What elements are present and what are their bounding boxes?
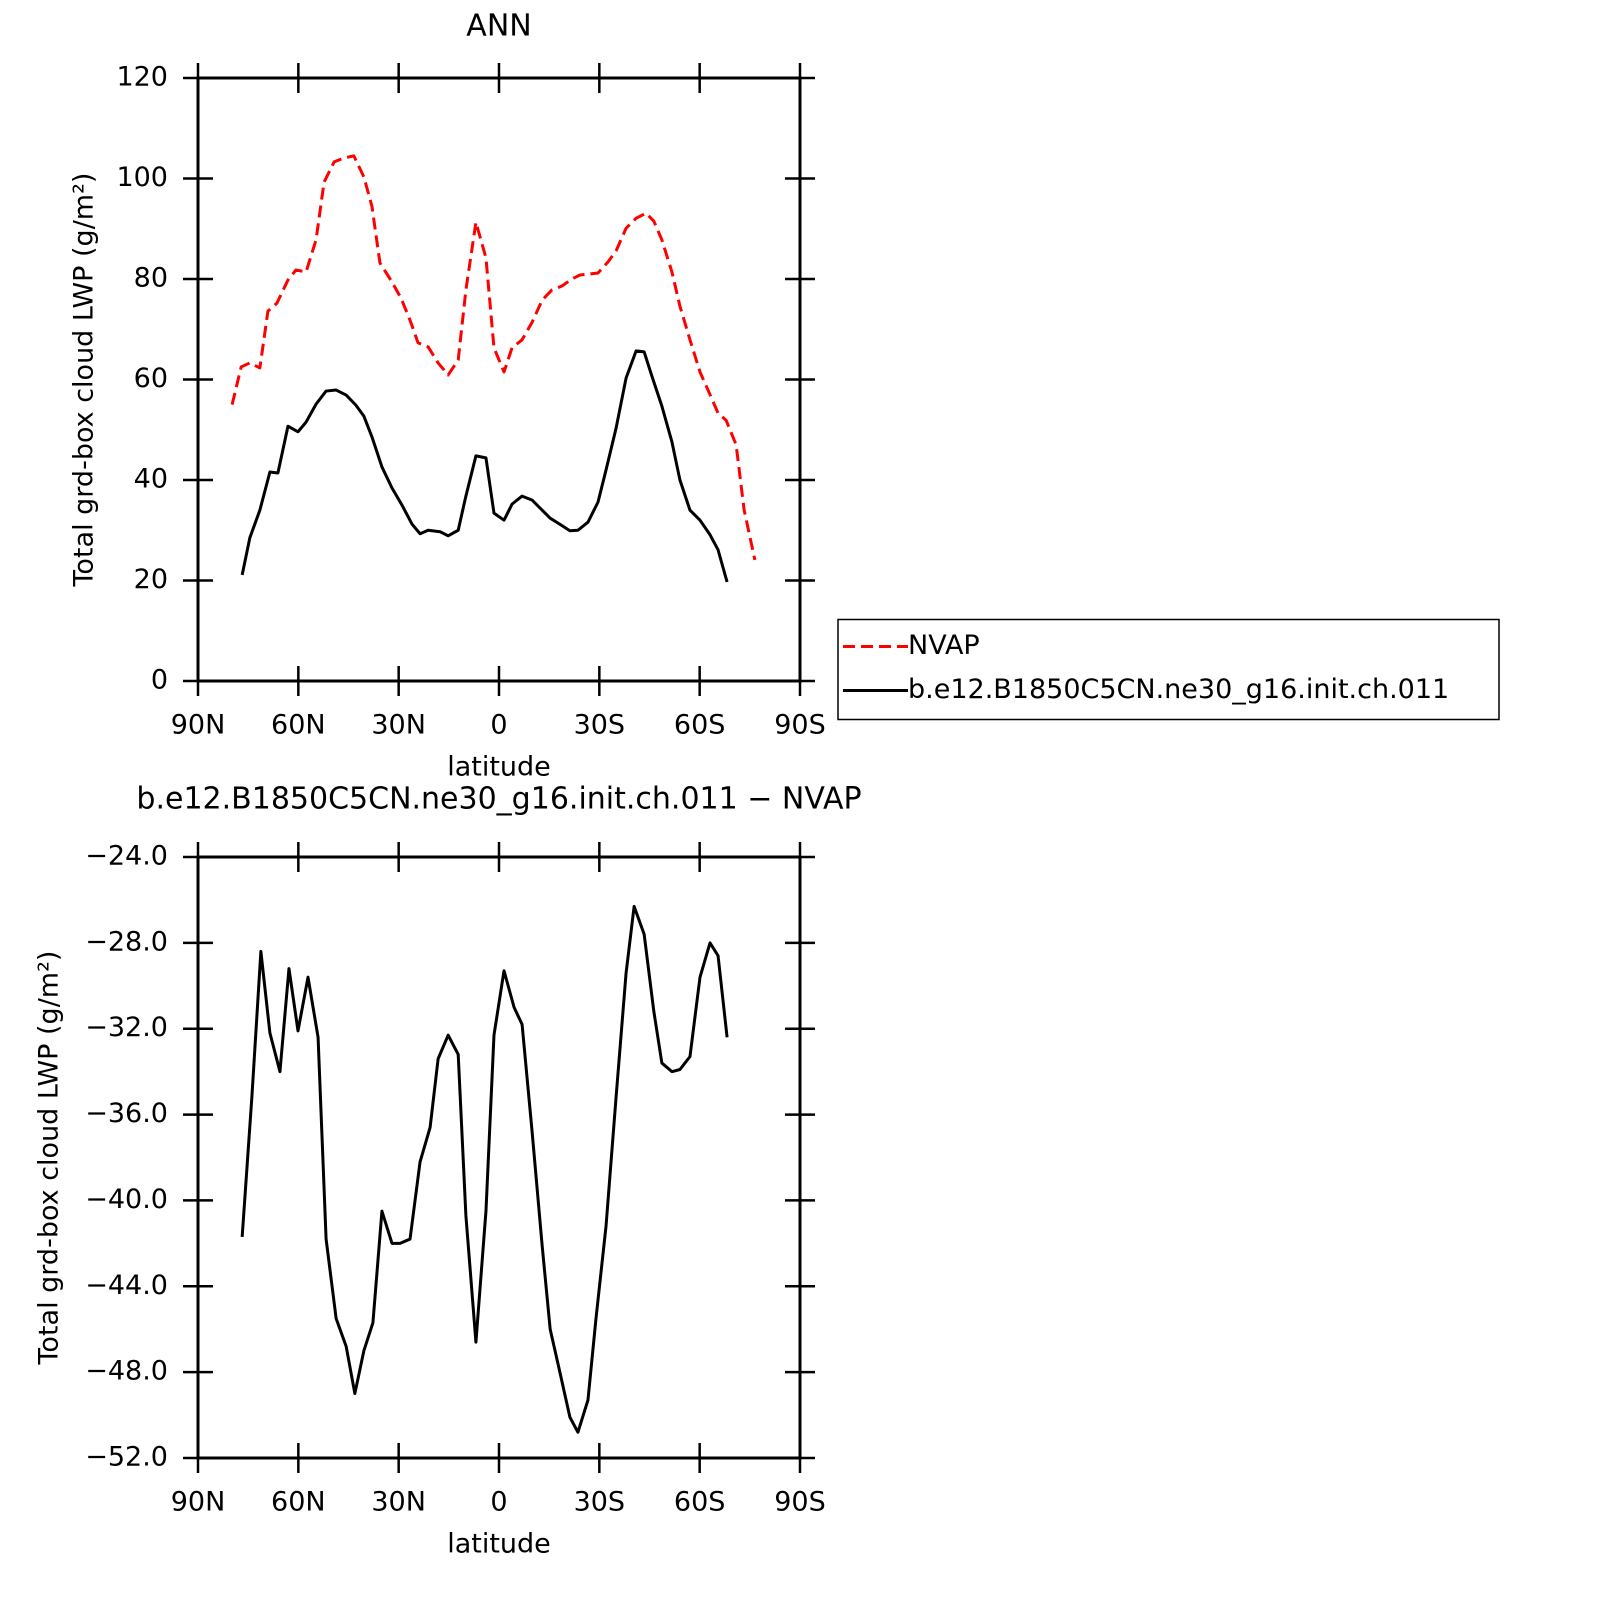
x-tick-label: 30S [574, 1487, 626, 1518]
y-tick-label: 80 [134, 263, 168, 294]
x-tick-label: 90S [774, 710, 826, 741]
chart-title: ANN [466, 9, 531, 44]
x-tick-label: 0 [490, 1487, 507, 1518]
y-tick-label: 120 [116, 62, 168, 93]
x-tick-label: 60S [674, 1487, 726, 1518]
plot-frame [196, 76, 802, 683]
x-tick-label: 0 [490, 710, 507, 741]
y-tick-label: −32.0 [85, 1012, 168, 1043]
x-tick-label: 60S [674, 710, 726, 741]
data-line [240, 349, 729, 583]
y-tick-label: 100 [116, 162, 168, 193]
x-tick-label: 60N [271, 710, 326, 741]
y-tick-label: −52.0 [85, 1442, 168, 1473]
legend-box [837, 618, 1500, 721]
y-tick-label: 20 [134, 564, 168, 595]
x-tick-label: 60N [271, 1487, 326, 1518]
legend-label: NVAP [908, 630, 980, 661]
y-tick-label: −48.0 [85, 1356, 168, 1387]
y-tick-label: −44.0 [85, 1270, 168, 1301]
x-tick-label: 30N [371, 1487, 426, 1518]
x-tick-label: 90N [171, 710, 226, 741]
legend-label: b.e12.B1850C5CN.ne30_g16.init.ch.011 [908, 674, 1449, 705]
y-tick-label: −40.0 [85, 1184, 168, 1215]
y-tick-label: −36.0 [85, 1098, 168, 1129]
x-tick-label: 90S [774, 1487, 826, 1518]
y-tick-label: 0 [151, 665, 168, 696]
x-axis-label: latitude [447, 1529, 551, 1560]
x-tick-label: 30N [371, 710, 426, 741]
y-axis-label: Total grd-box cloud LWP (g/m²) [34, 951, 65, 1366]
y-tick-label: 60 [134, 363, 168, 394]
y-axis-label: Total grd-box cloud LWP (g/m²) [69, 173, 100, 588]
y-tick-label: 40 [134, 464, 168, 495]
chart-title: b.e12.B1850C5CN.ne30_g16.init.ch.011 − N… [136, 782, 861, 817]
y-tick-label: −24.0 [85, 841, 168, 872]
x-axis-label: latitude [447, 752, 551, 783]
x-tick-label: 90N [171, 1487, 226, 1518]
y-tick-label: −28.0 [85, 926, 168, 957]
data-line [240, 904, 729, 1434]
x-tick-label: 30S [574, 710, 626, 741]
